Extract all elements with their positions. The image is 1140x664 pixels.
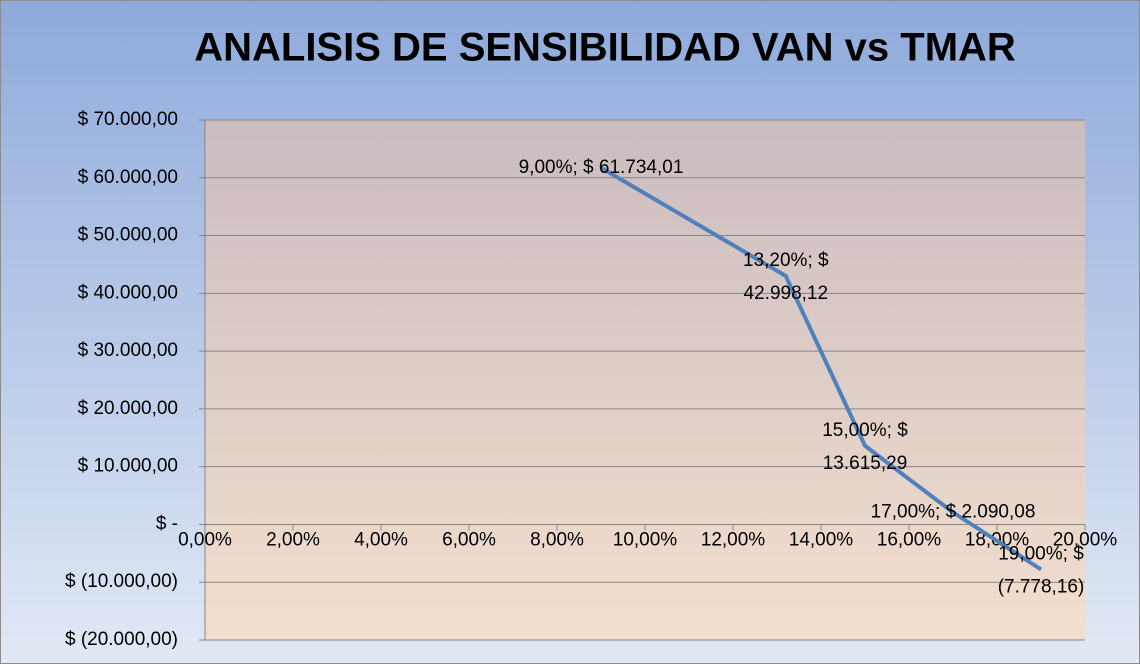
x-tick-label: 8,00% — [530, 529, 584, 550]
y-tick-label: $ 20.000,00 — [78, 398, 178, 419]
y-tick-label: $ 10.000,00 — [78, 456, 178, 477]
data-label: (7.778,16) — [998, 576, 1085, 597]
data-label: 15,00%; $ — [822, 420, 908, 441]
data-label: 19,00%; $ — [998, 543, 1084, 564]
x-tick-label: 6,00% — [442, 529, 496, 550]
y-tick-label: $ 40.000,00 — [78, 282, 178, 303]
x-tick-label: 16,00% — [877, 529, 942, 550]
y-tick-label: $ 50.000,00 — [78, 225, 178, 246]
x-tick-label: 4,00% — [354, 529, 408, 550]
y-tick-label: $ 60.000,00 — [78, 167, 178, 188]
x-tick-label: 14,00% — [789, 529, 854, 550]
data-label: 9,00%; $ 61.734,01 — [519, 157, 684, 178]
plot-area — [205, 120, 1085, 640]
data-label: 42.998,12 — [744, 283, 829, 304]
data-label: 13.615,29 — [823, 453, 908, 474]
y-tick-label: $ 70.000,00 — [78, 109, 178, 130]
x-tick-label: 10,00% — [613, 529, 678, 550]
x-tick-label: 0,00% — [178, 529, 232, 550]
x-tick-label: 12,00% — [701, 529, 766, 550]
y-tick-label: $ (20.000,00) — [65, 629, 178, 650]
y-tick-label: $ 30.000,00 — [78, 340, 178, 361]
data-label: 17,00%; $ 2.090,08 — [871, 501, 1036, 522]
y-tick-label: $ - — [156, 513, 178, 534]
data-line — [599, 166, 1043, 572]
x-tick-label: 2,00% — [266, 529, 320, 550]
y-tick-label: $ (10.000,00) — [65, 571, 178, 592]
chart-title: ANALISIS DE SENSIBILIDAD VAN vs TMAR — [194, 26, 1016, 70]
data-label: 13,20%; $ — [743, 250, 829, 271]
x-tick-label: 20,00% — [1053, 529, 1118, 550]
